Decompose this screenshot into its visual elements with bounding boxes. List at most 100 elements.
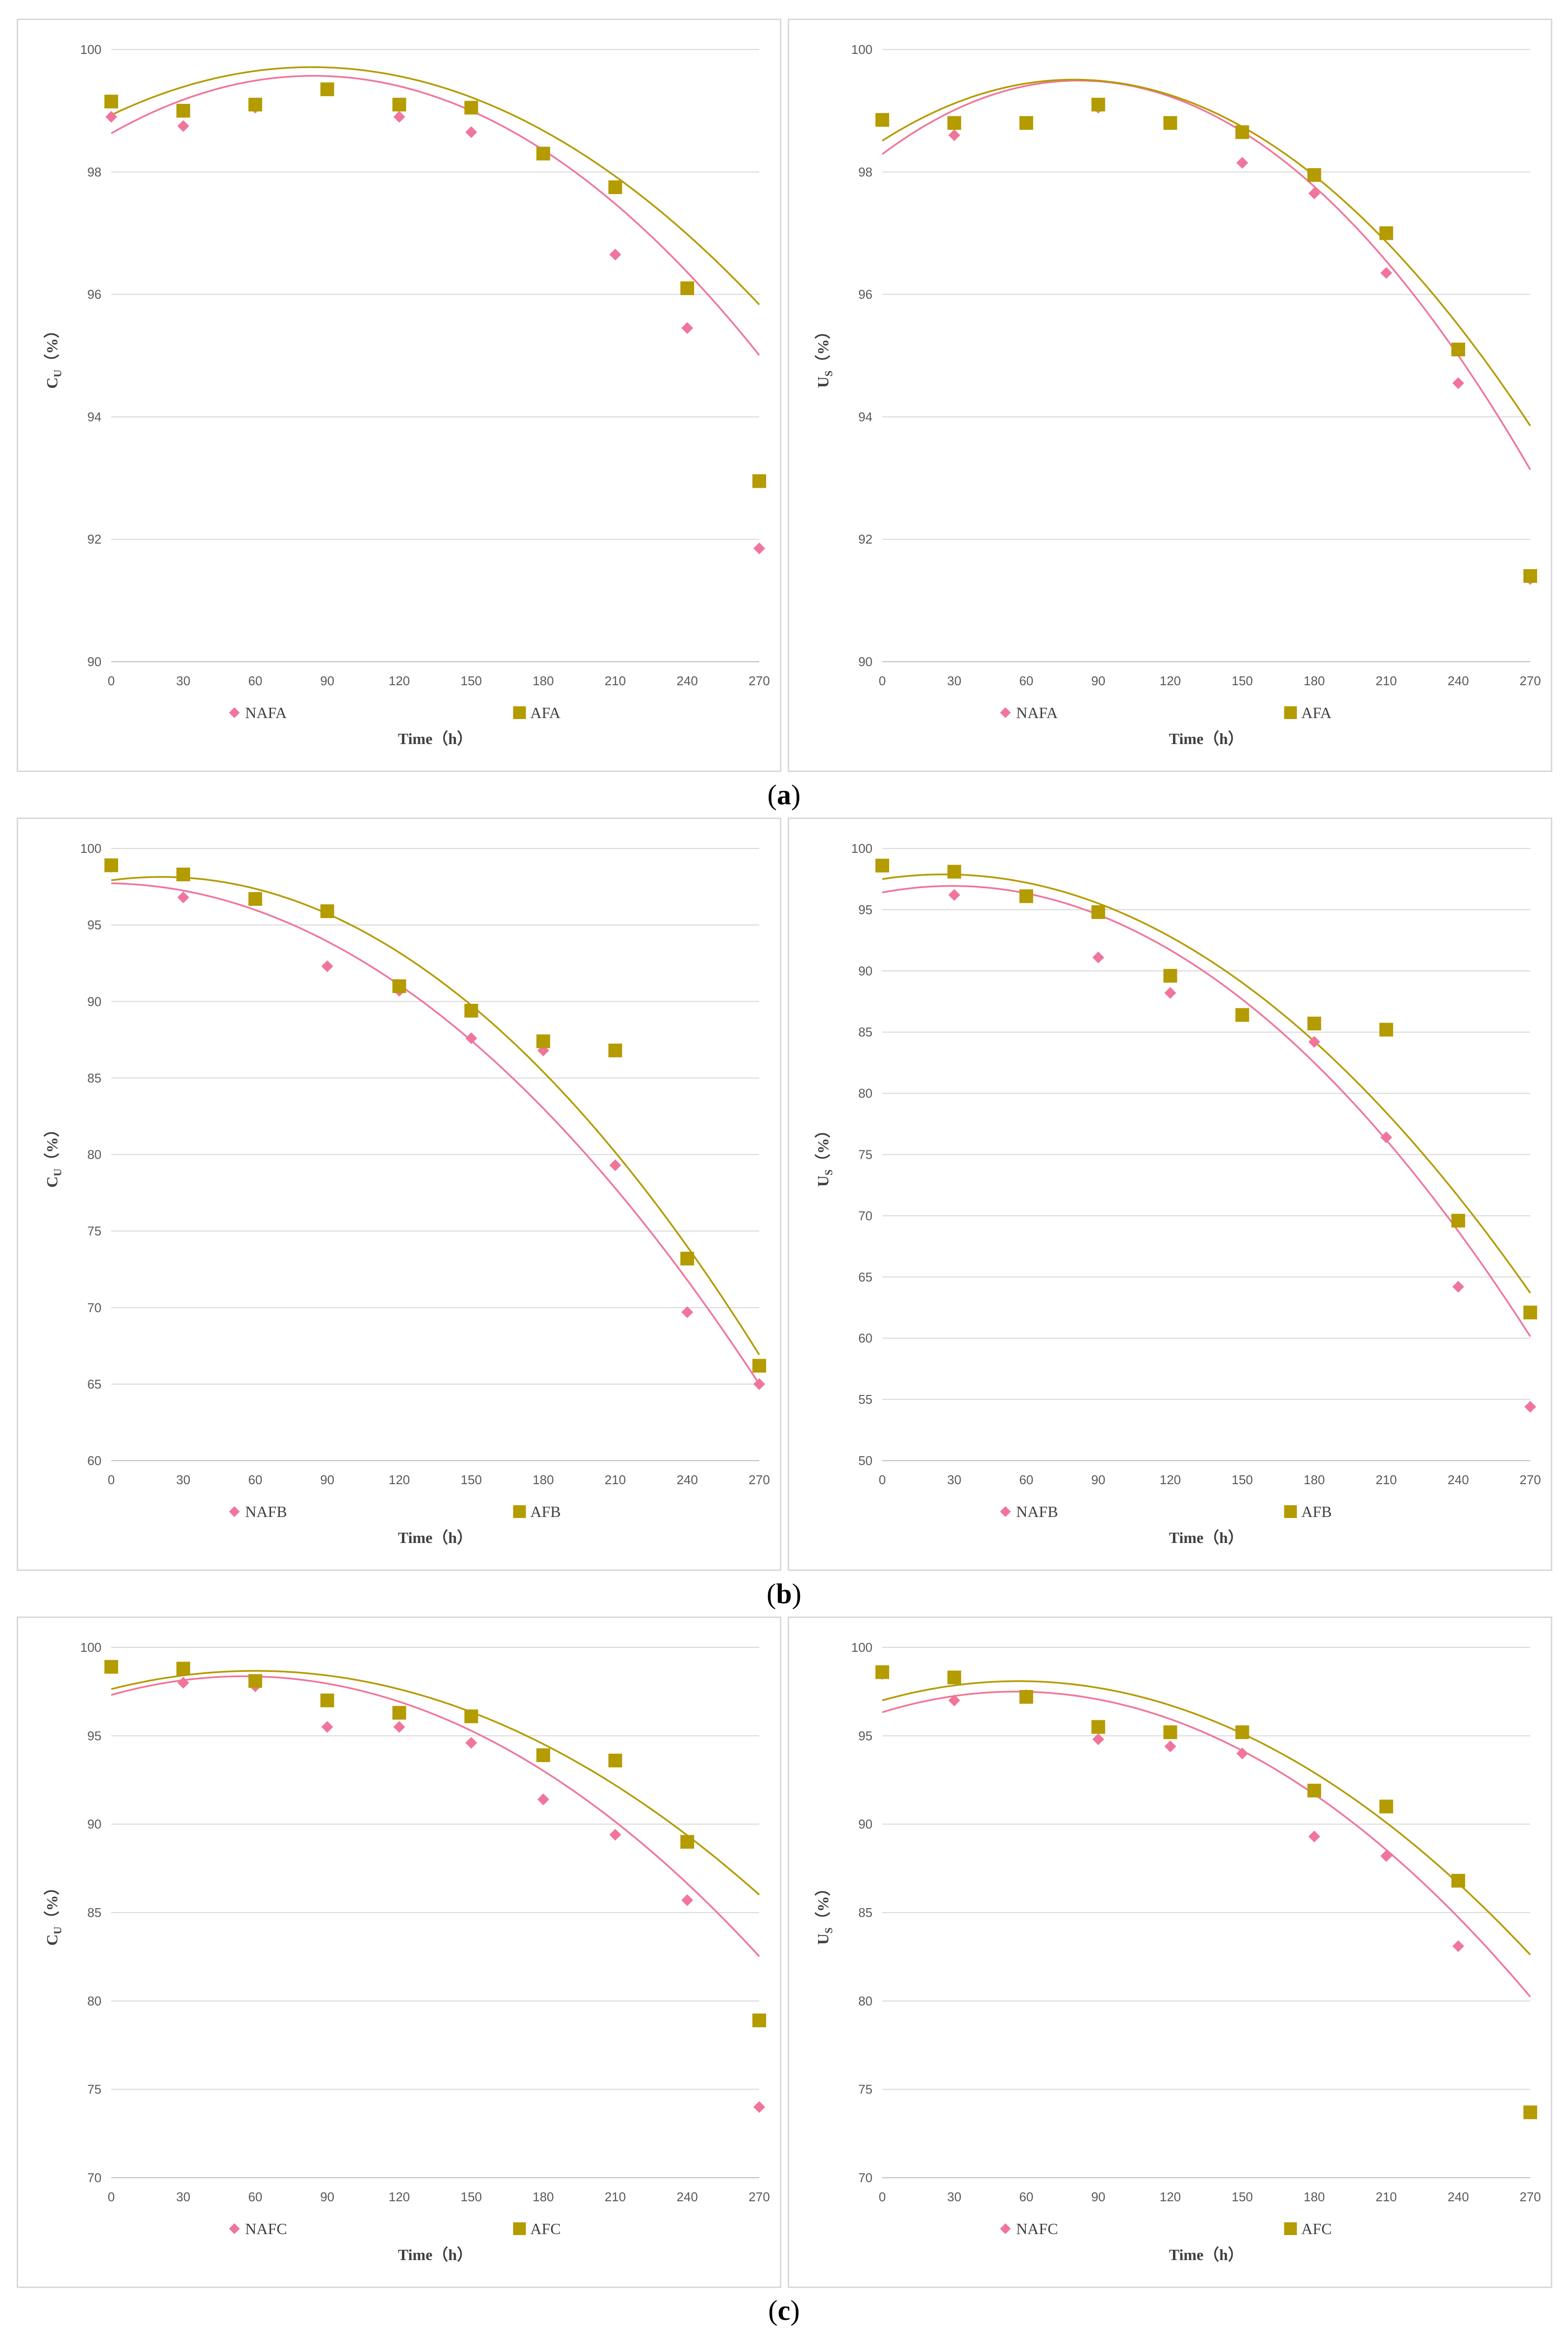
point-afc — [608, 1753, 622, 1767]
point-nafa — [1308, 187, 1320, 199]
point-nafa — [1380, 267, 1393, 279]
chart-a-cu: 90 92 94 96 98 100 0 30 60 90 120 150 180 210 240 270 CU… — [43, 42, 770, 747]
point-nafc — [948, 1694, 960, 1707]
x-tick-label: 90 — [320, 2189, 334, 2204]
legend-label-afa: AFA — [530, 704, 561, 721]
point-nafb — [321, 960, 333, 972]
trendline-afc — [111, 1670, 760, 1896]
y-tick-label: 100 — [80, 1640, 101, 1655]
y-tick-label: 90 — [87, 1817, 101, 1832]
point-afc — [1091, 1720, 1105, 1734]
x-tick-label: 150 — [461, 673, 482, 688]
legend-marker-nafa — [1000, 707, 1011, 718]
caption-c-letter: c — [777, 2294, 791, 2326]
y-tick-label: 95 — [87, 918, 101, 932]
x-tick-label: 240 — [676, 1472, 697, 1487]
x-tick-label: 90 — [1091, 1472, 1105, 1487]
y-tick-label: 92 — [87, 532, 101, 547]
y-axis-label-main: U — [814, 1175, 832, 1187]
legend-marker-afc — [1284, 2222, 1297, 2235]
x-tick-label: 150 — [1232, 1472, 1253, 1487]
point-nafc — [465, 1737, 477, 1749]
y-tick-label: 98 — [87, 165, 101, 179]
y-axis-label: US（%） — [814, 1122, 835, 1187]
point-nafc — [1236, 1747, 1248, 1760]
point-afa — [1163, 116, 1177, 130]
x-tick-label: 60 — [248, 2189, 262, 2204]
x-tick-label: 0 — [879, 1472, 886, 1487]
caption-c: (c) — [0, 2294, 1568, 2327]
point-afb — [947, 865, 961, 879]
point-afc — [176, 1662, 190, 1676]
point-afc — [1451, 1874, 1466, 1888]
point-afa — [248, 98, 262, 112]
y-tick-label: 60 — [858, 1331, 872, 1345]
y-axis-label-unit: （%） — [814, 1880, 832, 1927]
y-axis-label-unit: （%） — [814, 1122, 832, 1169]
point-afc — [875, 1665, 889, 1679]
y-tick-label: 90 — [87, 994, 101, 1009]
legend-marker-nafc — [229, 2223, 240, 2234]
point-nafb — [609, 1159, 622, 1171]
legend-label-nafa: NAFA — [1016, 704, 1058, 721]
point-afc — [1235, 1725, 1249, 1740]
point-afb — [608, 1044, 622, 1058]
point-nafc — [1092, 1733, 1104, 1745]
point-nafa — [105, 111, 117, 123]
y-tick-label: 90 — [858, 964, 872, 978]
y-tick-label: 100 — [851, 1640, 872, 1655]
y-tick-label: 80 — [858, 1993, 872, 2008]
y-tick-label: 75 — [858, 2082, 872, 2097]
point-nafb — [1164, 987, 1176, 999]
y-tick-label: 90 — [858, 1817, 872, 1832]
x-tick-label: 0 — [108, 2189, 115, 2204]
x-tick-label: 90 — [1091, 2189, 1105, 2204]
chart-c-cu: 70 75 80 85 90 95 100 0 30 60 90 120 150 180 210 240 270… — [43, 1640, 770, 2263]
y-tick-label: 95 — [87, 1728, 101, 1743]
point-afb — [248, 892, 262, 906]
y-axis-label-unit: （%） — [43, 1879, 61, 1926]
x-axis-label: Time（h） — [1169, 730, 1244, 747]
y-tick-label: 70 — [858, 1208, 872, 1223]
x-tick-label: 210 — [1376, 673, 1397, 688]
x-tick-label: 90 — [320, 673, 334, 688]
x-tick-label: 90 — [320, 1472, 334, 1487]
legend-marker-nafb — [229, 1506, 240, 1517]
x-tick-label: 120 — [1160, 2189, 1181, 2204]
x-tick-label: 60 — [1019, 2189, 1033, 2204]
y-axis-label-sub: U — [51, 1926, 64, 1934]
chart-c-us: 70 75 80 85 90 95 100 0 30 60 90 120 150 180 210 240 270… — [814, 1640, 1541, 2263]
point-nafb — [948, 889, 960, 901]
y-tick-label: 94 — [87, 409, 101, 424]
point-afa — [536, 147, 550, 161]
caption-b: (b) — [0, 1577, 1568, 1610]
caption-a: (a) — [0, 778, 1568, 811]
chart-panel-c-cu: 70 75 80 85 90 95 100 0 30 60 90 120 150 180 210 240 270… — [17, 1617, 781, 2288]
y-tick-label: 100 — [851, 42, 872, 57]
point-nafb — [537, 1045, 549, 1057]
y-tick-label: 96 — [858, 287, 872, 302]
y-axis-label: CU（%） — [43, 1121, 64, 1188]
point-afb — [1019, 889, 1033, 903]
x-tick-label: 240 — [676, 673, 697, 688]
point-nafa — [681, 322, 694, 334]
point-nafb — [1308, 1036, 1320, 1048]
x-tick-label: 120 — [389, 2189, 410, 2204]
point-nafc — [1380, 1850, 1393, 1862]
caption-b-letter: b — [776, 1578, 792, 1610]
x-tick-label: 0 — [879, 2189, 886, 2204]
y-tick-label: 85 — [87, 1070, 101, 1085]
point-afc — [680, 1835, 695, 1849]
y-tick-label: 80 — [87, 1147, 101, 1162]
y-tick-label: 65 — [87, 1377, 101, 1392]
point-afc — [464, 1709, 478, 1723]
x-tick-label: 120 — [1160, 673, 1181, 688]
point-afc — [1379, 1799, 1394, 1814]
x-tick-label: 30 — [947, 2189, 961, 2204]
point-nafc — [177, 1677, 189, 1689]
y-tick-label: 50 — [858, 1453, 872, 1468]
point-nafc — [1452, 1940, 1465, 1952]
x-tick-label: 150 — [461, 2189, 482, 2204]
legend-marker-afa — [1284, 706, 1297, 719]
chart-panel-c-us: 70 75 80 85 90 95 100 0 30 60 90 120 150 180 210 240 270… — [788, 1617, 1552, 2288]
